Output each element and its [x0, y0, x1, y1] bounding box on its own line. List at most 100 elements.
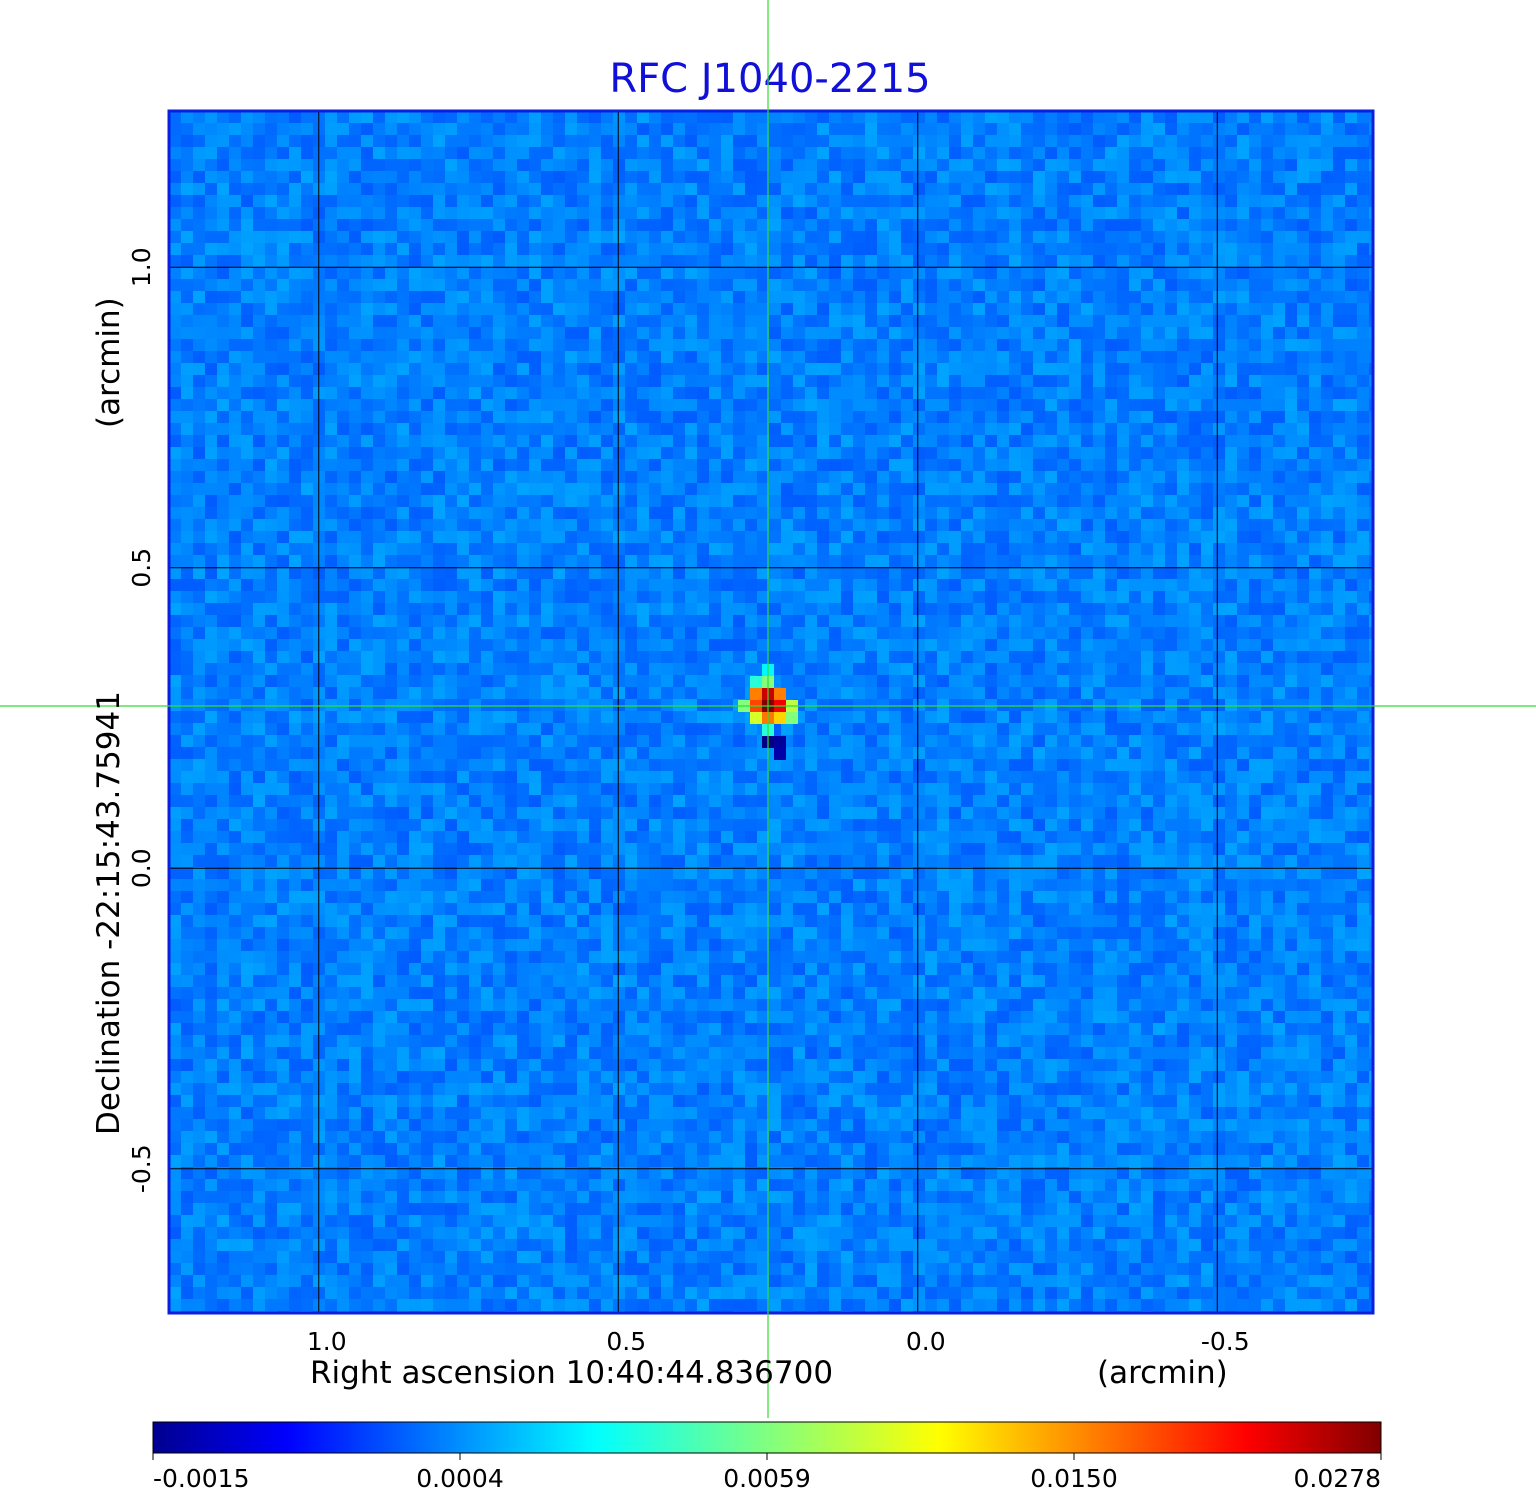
image-pixel	[1189, 327, 1201, 339]
image-pixel	[697, 471, 709, 483]
image-pixel	[169, 255, 181, 267]
image-pixel	[481, 543, 493, 555]
image-pixel	[193, 387, 205, 399]
image-pixel	[745, 375, 757, 387]
image-pixel	[1117, 255, 1129, 267]
image-pixel	[673, 615, 685, 627]
image-pixel	[517, 243, 529, 255]
image-pixel	[733, 123, 745, 135]
image-pixel	[781, 459, 793, 471]
image-pixel	[325, 279, 337, 291]
image-pixel	[1165, 687, 1177, 699]
image-pixel	[865, 447, 877, 459]
image-pixel	[337, 615, 349, 627]
image-pixel	[265, 219, 277, 231]
image-pixel	[733, 363, 745, 375]
image-pixel	[577, 471, 589, 483]
image-pixel	[781, 135, 793, 147]
image-pixel	[385, 555, 397, 567]
image-pixel	[865, 171, 877, 183]
image-pixel	[421, 231, 433, 243]
image-pixel	[697, 423, 709, 435]
image-pixel	[601, 387, 613, 399]
image-pixel	[481, 567, 493, 579]
image-pixel	[565, 387, 577, 399]
image-pixel	[1021, 339, 1033, 351]
image-pixel	[973, 387, 985, 399]
image-pixel	[529, 531, 541, 543]
image-pixel	[985, 135, 997, 147]
image-pixel	[661, 567, 673, 579]
image-pixel	[1165, 387, 1177, 399]
image-pixel	[457, 543, 469, 555]
image-pixel	[985, 639, 997, 651]
image-pixel	[1189, 231, 1201, 243]
image-pixel	[445, 471, 457, 483]
image-pixel	[529, 315, 541, 327]
image-pixel	[1213, 255, 1225, 267]
image-pixel	[661, 675, 673, 687]
image-pixel	[169, 411, 181, 423]
image-pixel	[1081, 411, 1093, 423]
image-pixel	[877, 675, 889, 687]
image-pixel	[985, 603, 997, 615]
image-pixel	[1009, 219, 1021, 231]
image-pixel	[1213, 675, 1225, 687]
image-pixel	[493, 291, 505, 303]
image-pixel	[217, 327, 229, 339]
image-pixel	[553, 195, 565, 207]
image-pixel	[1177, 423, 1189, 435]
image-pixel	[565, 495, 577, 507]
image-pixel	[421, 195, 433, 207]
image-pixel	[1093, 231, 1105, 243]
image-pixel	[433, 411, 445, 423]
image-pixel	[181, 555, 193, 567]
image-pixel	[1201, 183, 1213, 195]
image-pixel	[373, 483, 385, 495]
image-pixel	[673, 195, 685, 207]
image-pixel	[277, 531, 289, 543]
image-pixel	[649, 243, 661, 255]
image-pixel	[1249, 639, 1261, 651]
image-pixel	[1045, 135, 1057, 147]
image-pixel	[577, 627, 589, 639]
image-pixel	[277, 459, 289, 471]
image-pixel	[1321, 447, 1333, 459]
image-pixel	[361, 459, 373, 471]
image-pixel	[349, 123, 361, 135]
image-pixel	[901, 435, 913, 447]
image-pixel	[1333, 483, 1345, 495]
image-pixel	[805, 219, 817, 231]
image-pixel	[613, 279, 625, 291]
image-pixel	[865, 399, 877, 411]
image-pixel	[697, 687, 709, 699]
image-pixel	[361, 207, 373, 219]
image-pixel	[421, 447, 433, 459]
image-pixel	[493, 519, 505, 531]
image-pixel	[721, 567, 733, 579]
image-pixel	[1273, 351, 1285, 363]
image-pixel	[817, 183, 829, 195]
image-pixel	[445, 651, 457, 663]
image-pixel	[589, 495, 601, 507]
image-pixel	[1081, 111, 1093, 123]
image-pixel	[193, 195, 205, 207]
image-pixel	[913, 147, 925, 159]
image-pixel	[193, 579, 205, 591]
image-pixel	[1357, 327, 1369, 339]
image-pixel	[1261, 651, 1273, 663]
image-pixel	[625, 555, 637, 567]
image-pixel	[1141, 327, 1153, 339]
image-pixel	[661, 435, 673, 447]
image-pixel	[457, 579, 469, 591]
image-pixel	[577, 231, 589, 243]
image-pixel	[1153, 483, 1165, 495]
image-pixel	[1093, 147, 1105, 159]
image-pixel	[637, 195, 649, 207]
image-pixel	[1201, 147, 1213, 159]
image-pixel	[325, 423, 337, 435]
image-pixel	[853, 495, 865, 507]
image-pixel	[637, 147, 649, 159]
image-pixel	[1057, 591, 1069, 603]
image-pixel	[373, 363, 385, 375]
